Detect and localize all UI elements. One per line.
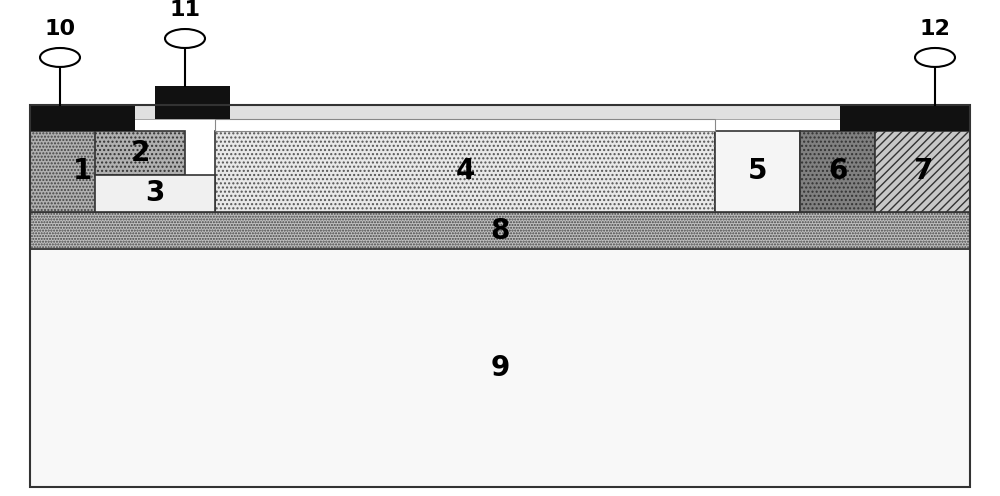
Text: 1: 1 xyxy=(73,157,92,185)
Circle shape xyxy=(40,48,80,67)
Text: 5: 5 xyxy=(748,157,767,185)
Text: 6: 6 xyxy=(828,157,847,185)
Text: 4: 4 xyxy=(455,157,475,185)
Circle shape xyxy=(915,48,955,67)
Bar xyxy=(30,105,135,131)
Bar xyxy=(215,131,715,212)
Bar xyxy=(215,119,715,131)
Text: 3: 3 xyxy=(145,180,165,207)
Bar xyxy=(30,131,135,212)
Text: 12: 12 xyxy=(920,18,950,39)
Text: 10: 10 xyxy=(44,18,76,39)
Bar xyxy=(95,175,215,212)
Bar xyxy=(95,131,185,175)
Bar xyxy=(875,131,970,212)
Bar xyxy=(30,249,970,487)
Bar xyxy=(30,105,970,487)
Text: 9: 9 xyxy=(490,354,510,382)
Bar xyxy=(800,131,875,212)
Bar xyxy=(30,105,970,119)
Bar xyxy=(875,131,970,212)
Bar xyxy=(800,131,875,212)
Bar xyxy=(715,131,800,212)
Text: 7: 7 xyxy=(913,157,932,185)
Text: 11: 11 xyxy=(170,0,200,19)
Bar xyxy=(30,212,970,249)
Bar xyxy=(95,131,185,175)
Bar xyxy=(215,131,715,212)
Text: 8: 8 xyxy=(490,217,510,245)
Circle shape xyxy=(165,29,205,48)
Bar xyxy=(840,105,970,131)
Text: 2: 2 xyxy=(130,139,150,167)
Bar xyxy=(30,212,970,249)
Bar xyxy=(155,86,230,119)
Bar xyxy=(30,131,135,212)
